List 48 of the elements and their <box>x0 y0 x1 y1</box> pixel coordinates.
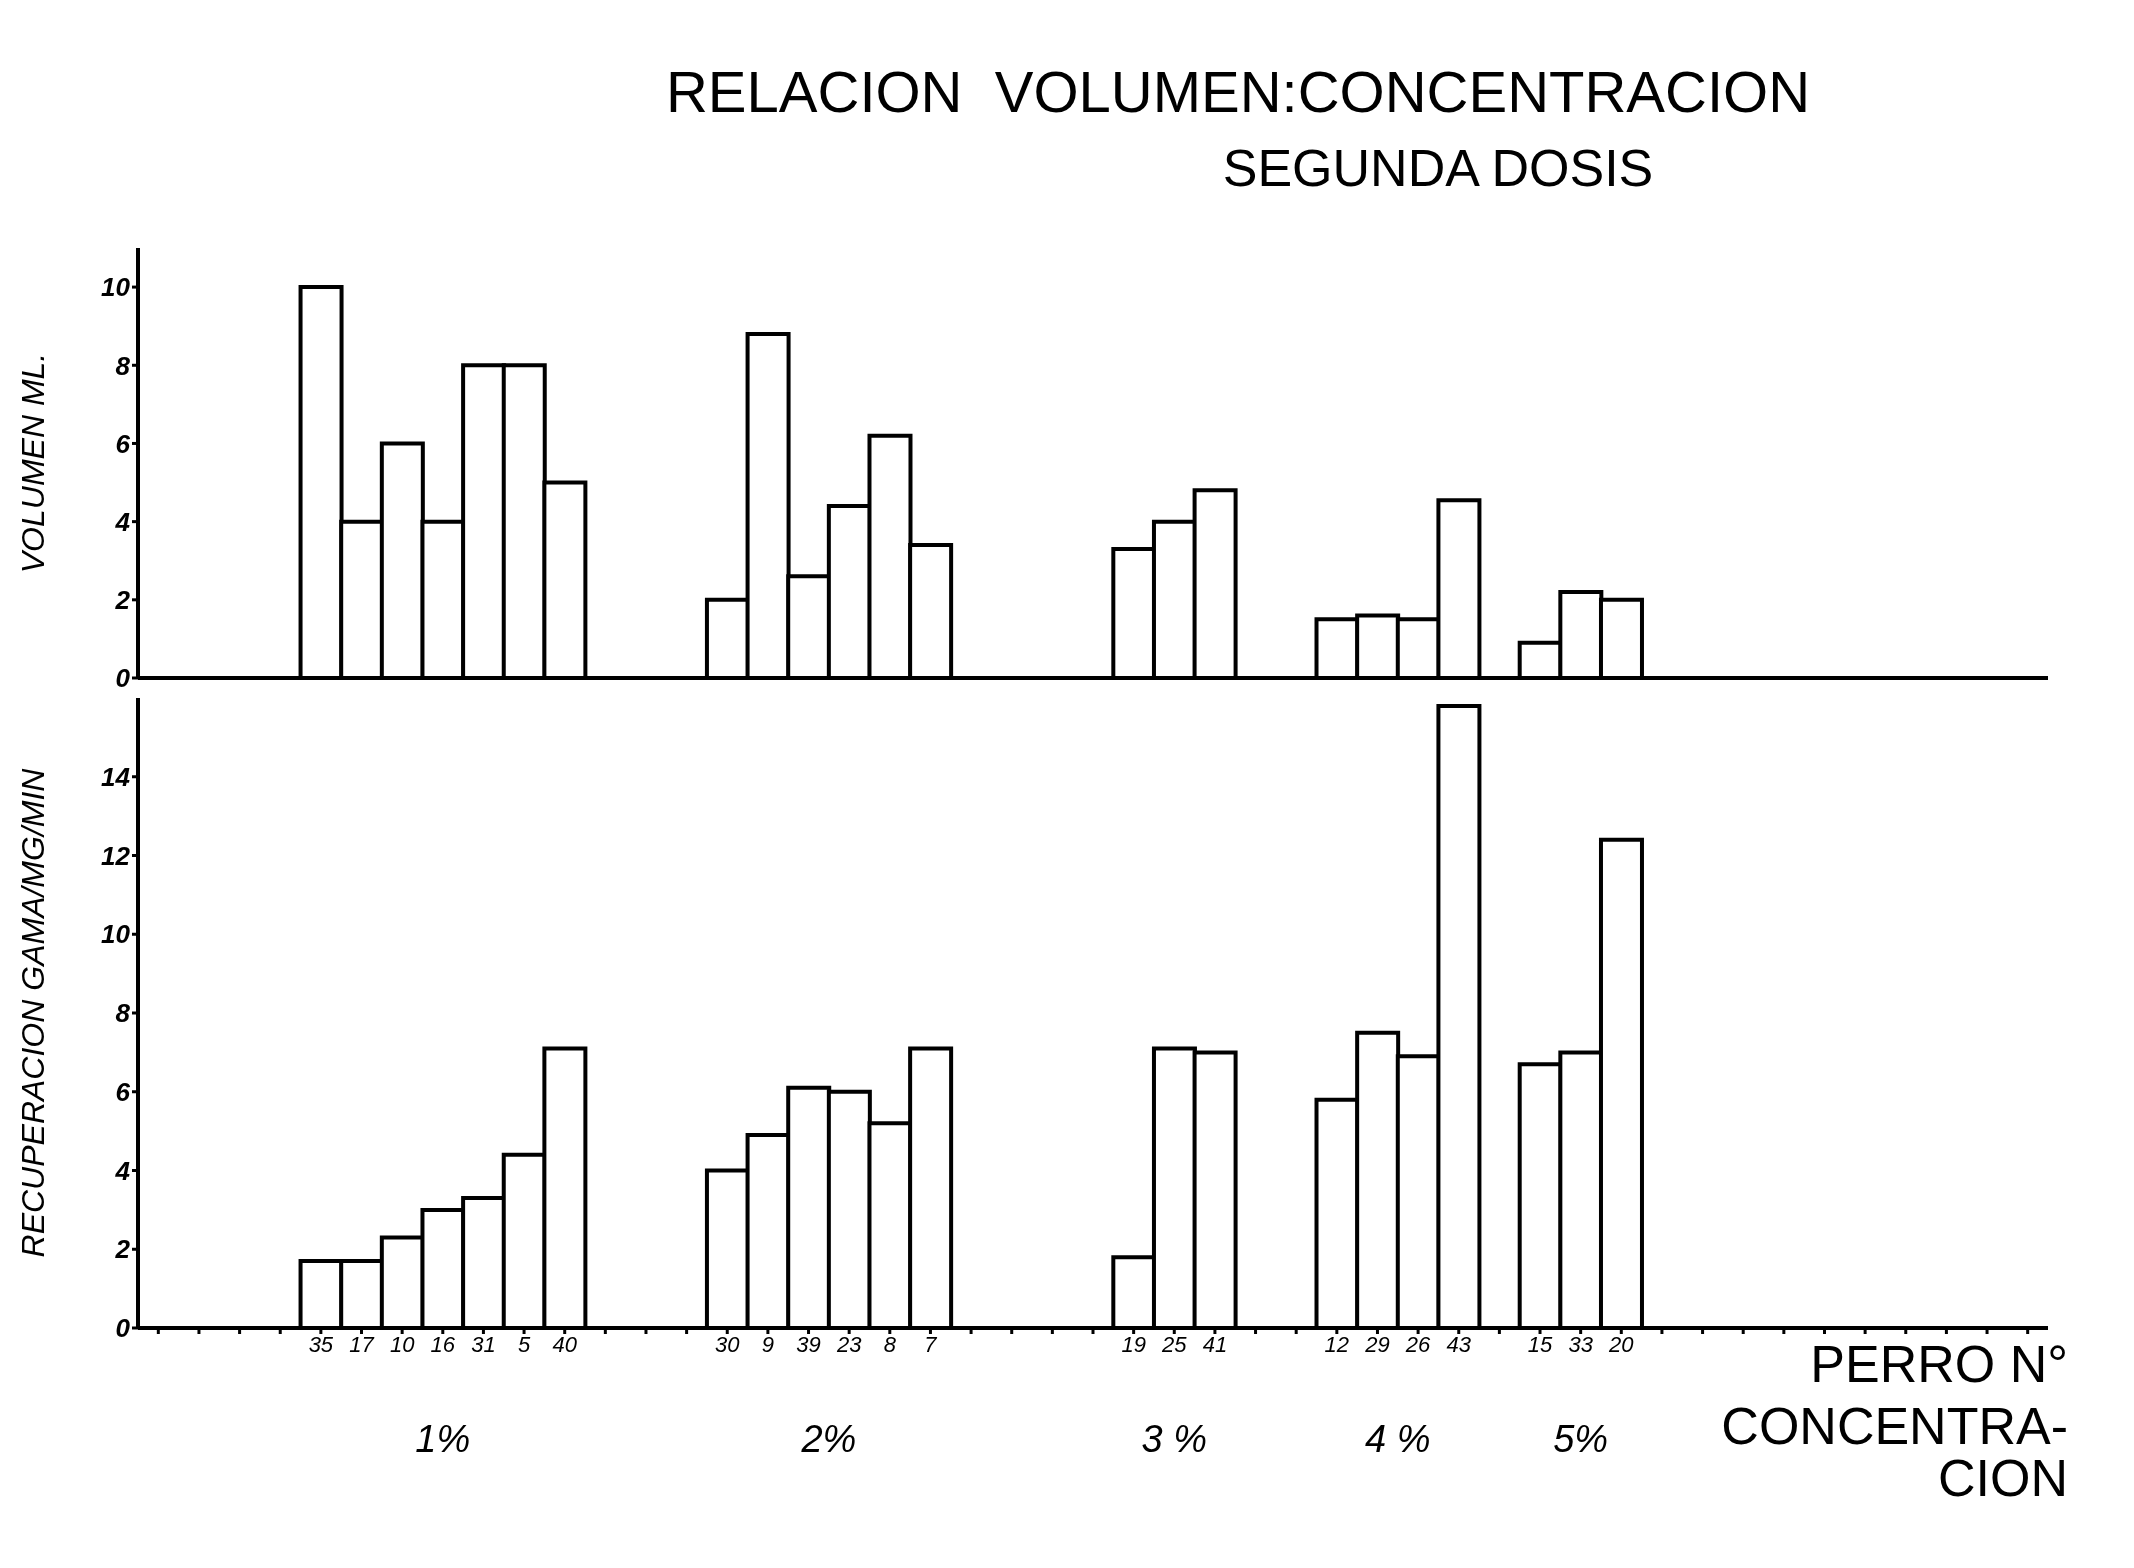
y-tick-label: 2 <box>114 585 131 616</box>
text: CONCENTRA- CION <box>1720 1397 2068 1507</box>
y-tick-label: 8 <box>115 998 131 1029</box>
chart-subtitle: SEGUNDA DOSIS <box>1221 138 1655 198</box>
x-tick-label: 10 <box>389 1331 416 1357</box>
chart-title: RELACION VOLUMEN:CONCENTRACION <box>665 58 1811 125</box>
y-tick-label: 4 <box>114 506 131 537</box>
y-tick-label: 10 <box>101 272 131 303</box>
x-tick-label: 41 <box>1202 1331 1228 1357</box>
y-tick-label: 14 <box>101 761 131 792</box>
x-tick-label: 8 <box>883 1331 897 1357</box>
text: 3 % <box>1140 1418 1208 1461</box>
text: 5% <box>1552 1418 1610 1461</box>
x-tick-label: 33 <box>1568 1331 1594 1357</box>
text: 1% <box>414 1418 472 1461</box>
x-tick-label: 30 <box>715 1331 741 1357</box>
y-tick-label: 0 <box>115 1313 131 1344</box>
x-tick-label: 19 <box>1121 1331 1146 1357</box>
x-tick-label: 7 <box>924 1331 938 1357</box>
x-tick-label: 25 <box>1161 1331 1188 1357</box>
text: PERRO N° <box>1809 1335 2068 1393</box>
x-tick-label: 5 <box>517 1331 531 1357</box>
x-tick-label: 26 <box>1404 1331 1432 1357</box>
y-tick-label: 4 <box>114 1155 131 1186</box>
y-axis-title: VOLUMEN ML. <box>15 352 52 574</box>
x-tick-label: 23 <box>835 1331 863 1357</box>
x-tick-label: 35 <box>308 1331 334 1357</box>
x-tick-label: 43 <box>1446 1331 1472 1357</box>
x-tick-label: 9 <box>761 1331 775 1357</box>
y-tick-label: 2 <box>114 1234 131 1265</box>
x-tick-label: 40 <box>552 1331 578 1357</box>
x-tick-label: 20 <box>1608 1331 1635 1357</box>
y-tick-label: 12 <box>101 840 131 871</box>
x-tick-label: 39 <box>796 1331 821 1357</box>
x-tick-label: 15 <box>1527 1331 1554 1357</box>
x-tick-label: 17 <box>349 1331 375 1357</box>
text: 2% <box>800 1418 858 1461</box>
x-tick-label: 12 <box>1324 1331 1350 1357</box>
y-tick-label: 8 <box>115 350 131 381</box>
y-tick-label: 0 <box>115 663 131 694</box>
y-tick-label: 10 <box>101 919 131 950</box>
y-axis-title: RECUPERACION GAMA/MG/MIN <box>15 767 52 1258</box>
x-tick-label: 31 <box>471 1331 496 1357</box>
text: 4 % <box>1364 1418 1432 1461</box>
x-tick-label: 29 <box>1364 1331 1390 1357</box>
y-tick-label: 6 <box>115 1076 131 1107</box>
y-tick-label: 6 <box>115 428 131 459</box>
x-tick-label: 16 <box>430 1331 456 1357</box>
